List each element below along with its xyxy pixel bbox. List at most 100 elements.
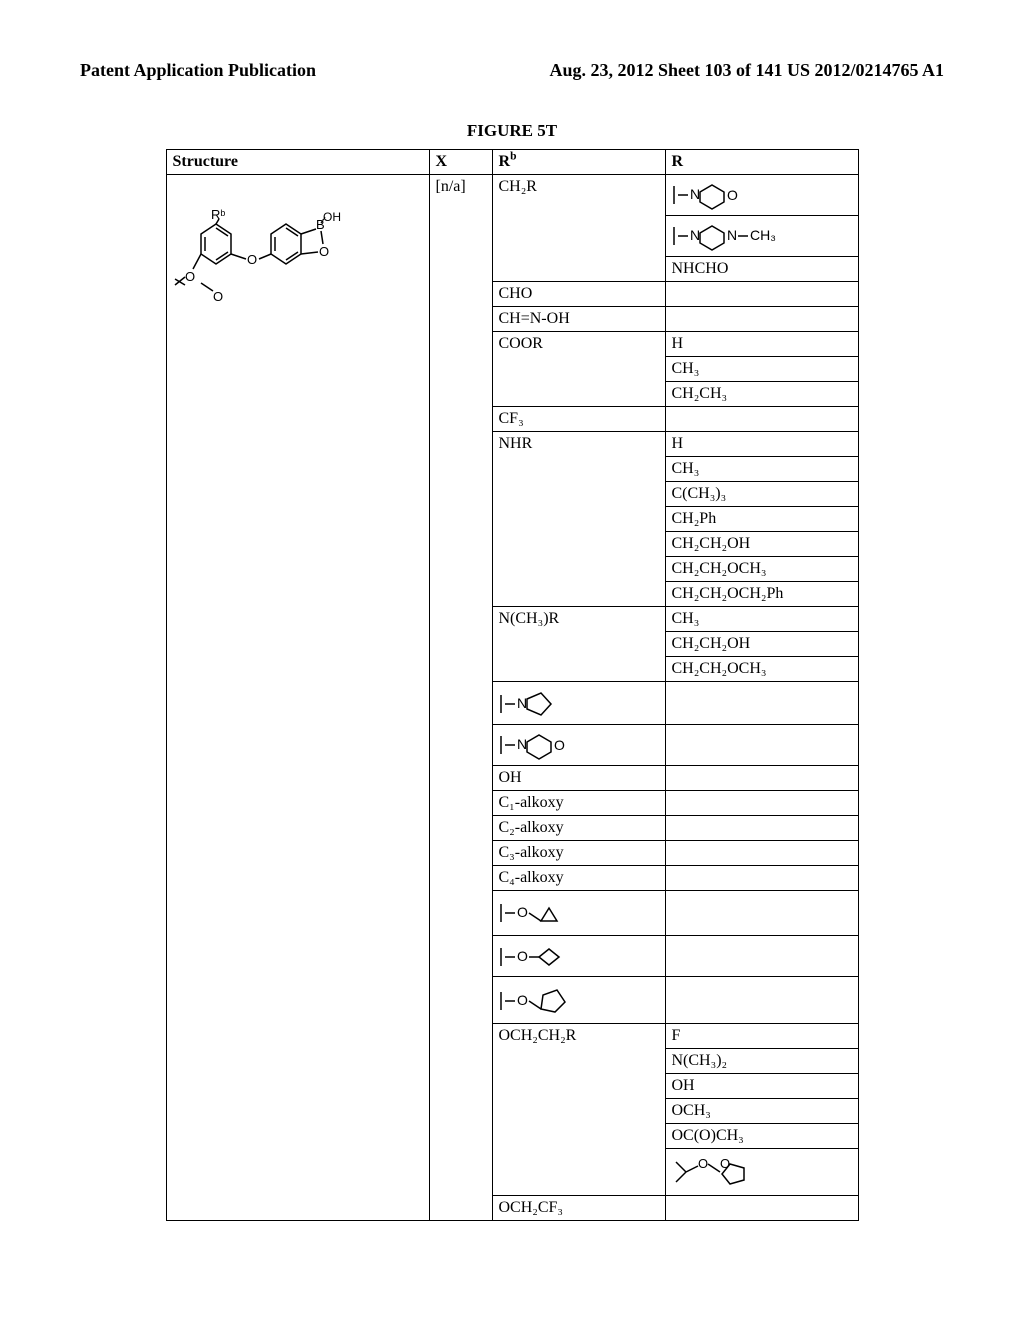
main-table: Structure X Rb R RᵇOBOOHOO[n/a]CH₂RNONNC… [166,149,859,1221]
n-methylpiperazine-icon: N N CH₃ [672,221,792,251]
svg-text:O: O [185,269,195,284]
rb-cell: O [492,936,665,977]
svg-text:N: N [690,186,700,202]
page-root: Patent Application Publication Aug. 23, … [0,0,1024,1261]
rb-cell: OH [492,766,665,791]
svg-text:O: O [517,992,528,1008]
svg-text:O: O [720,1156,730,1171]
rb-prefix: R [499,153,511,170]
rb-cell: C₁-alkoxy [492,791,665,816]
col-x-header: X [429,150,492,175]
svg-text:O: O [319,244,329,259]
col-rb-header: Rb [492,150,665,175]
r-cell: OH [665,1074,858,1099]
rb-cell: O [492,977,665,1024]
r-cell [665,841,858,866]
rb-cell: OCH₂CH₂R [492,1024,665,1196]
rb-sup: b [510,151,516,163]
rb-cell: C₄-alkoxy [492,866,665,891]
r-cell [665,816,858,841]
dioxolane-icon: OO [672,1154,762,1190]
r-cell: NHCHO [665,257,858,282]
r-cell [665,891,858,936]
col-structure-header: Structure [166,150,429,175]
r-cell [665,866,858,891]
svg-text:N: N [727,227,737,243]
r-cell: CH₂CH₂OCH₃ [665,557,858,582]
pyrrolidine-icon: N [499,687,569,719]
r-cell [665,282,858,307]
r-cell [665,307,858,332]
r-cell: OCH₃ [665,1099,858,1124]
r-cell: CH₂CH₂OH [665,532,858,557]
rb-cell: C₃-alkoxy [492,841,665,866]
r-cell [665,766,858,791]
r-cell: OO [665,1149,858,1196]
r-cell: CH₂CH₂OH [665,632,858,657]
rb-cell: CH=N-OH [492,307,665,332]
svg-text:N: N [517,736,527,752]
r-cell: N N CH₃ [665,216,858,257]
r-cell: CH₂CH₂OCH₃ [665,657,858,682]
r-cell: N(CH₃)₂ [665,1049,858,1074]
core-structure-icon: RᵇOBOOHOO [171,179,371,329]
r-cell [665,936,858,977]
svg-text:O: O [727,187,738,203]
rb-cell: CH₂R [492,175,665,282]
svg-text:O: O [517,948,528,964]
header-right: Aug. 23, 2012 Sheet 103 of 141 US 2012/0… [549,60,944,81]
r-cell [665,1196,858,1221]
r-cell: OC(O)CH₃ [665,1124,858,1149]
structure-cell: RᵇOBOOHOO [166,175,429,1221]
morpholine-icon: NO [672,180,752,210]
r-cell: CH₃ [665,357,858,382]
rb-cell: CF₃ [492,407,665,432]
svg-text:O: O [554,737,565,753]
rb-cell: O [492,891,665,936]
page-header: Patent Application Publication Aug. 23, … [80,60,944,81]
svg-text:O: O [213,289,223,304]
svg-text:N: N [517,695,527,711]
rb-cell: C₂-alkoxy [492,816,665,841]
figure-title: FIGURE 5T [80,121,944,141]
svg-text:O: O [698,1156,708,1171]
rb-cell: N [492,682,665,725]
svg-text:O: O [247,252,257,267]
r-cell: H [665,332,858,357]
svg-text:OH: OH [323,210,341,224]
rb-cell: OCH₂CF₃ [492,1196,665,1221]
header-left: Patent Application Publication [80,60,316,81]
r-cell: CH₃ [665,607,858,632]
rb-cell: NO [492,725,665,766]
rb-cell: N(CH₃)R [492,607,665,682]
r-cell: CH₂CH₃ [665,382,858,407]
table-header-row: Structure X Rb R [166,150,858,175]
r-cell: CH₂CH₂OCH₂Ph [665,582,858,607]
table-row: RᵇOBOOHOO[n/a]CH₂RNO [166,175,858,216]
r-cell: C(CH₃)₃ [665,482,858,507]
rb-cell: COOR [492,332,665,407]
r-cell: F [665,1024,858,1049]
rb-cell: CHO [492,282,665,307]
r-cell: CH₃ [665,457,858,482]
col-r-header: R [665,150,858,175]
r-cell: NO [665,175,858,216]
r-cell: CH₂Ph [665,507,858,532]
svg-text:N: N [690,227,700,243]
o-cyclobutyl-icon: O [499,941,579,971]
r-cell [665,725,858,766]
svg-text:O: O [517,904,528,920]
r-cell [665,977,858,1024]
r-cell [665,682,858,725]
rb-cell: NHR [492,432,665,607]
r-cell: H [665,432,858,457]
table-body: RᵇOBOOHOO[n/a]CH₂RNONNCH₃NHCHOCHO CH=N-O… [166,175,858,1221]
r-cell [665,791,858,816]
x-cell: [n/a] [429,175,492,1221]
morpholine-icon: NO [499,730,579,760]
o-cyclopropyl-icon: O [499,896,579,930]
r-cell [665,407,858,432]
o-ch2-cyclopentyl-icon: O [499,982,589,1018]
svg-text:CH₃: CH₃ [750,227,776,243]
table-wrap: Structure X Rb R RᵇOBOOHOO[n/a]CH₂RNONNC… [80,149,944,1221]
